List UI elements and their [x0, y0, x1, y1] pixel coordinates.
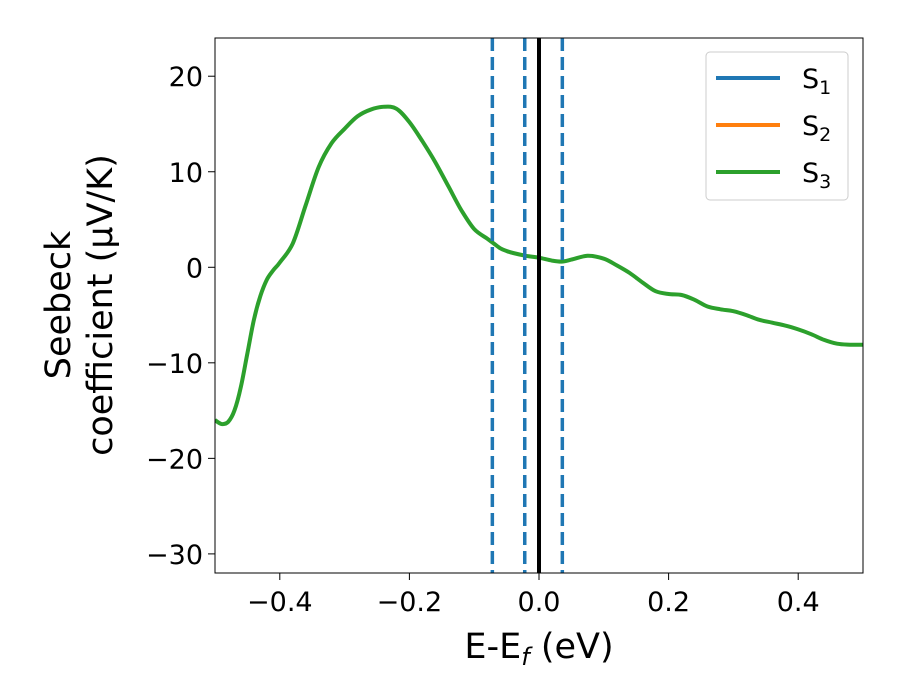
legend-label-2: S2 [802, 111, 831, 146]
x-tick-label: −0.2 [377, 587, 443, 618]
legend-label-3: S3 [802, 158, 831, 193]
x-tick-label: −0.4 [247, 587, 313, 618]
y-tick-label: −20 [146, 444, 203, 475]
y-tick-label: −10 [146, 349, 203, 380]
y-axis-label-line1: Seebeck [39, 230, 79, 379]
x-tick-label: 0.4 [777, 587, 820, 618]
y-tick-label: −30 [146, 540, 203, 571]
axis-ticks: −0.4 −0.2 0.0 0.2 0.4 −30 −20 −10 0 10 20 [146, 62, 820, 618]
x-tick-label: 0.2 [647, 587, 690, 618]
y-tick-label: 10 [169, 158, 203, 189]
legend: S1 S2 S3 [705, 51, 849, 201]
y-axis-label-line2: coefficient (μV/K) [81, 154, 121, 456]
y-tick-label: 20 [169, 62, 203, 93]
plot-area [215, 38, 863, 573]
x-axis-label: E-Ef (eV) [464, 627, 613, 671]
y-tick-label: 0 [186, 253, 203, 284]
series-line-3 [215, 104, 863, 427]
y-axis-label: Seebeck coefficient (μV/K) [39, 154, 121, 456]
x-tick-label: 0.0 [518, 587, 561, 618]
legend-label-1: S1 [802, 64, 831, 99]
